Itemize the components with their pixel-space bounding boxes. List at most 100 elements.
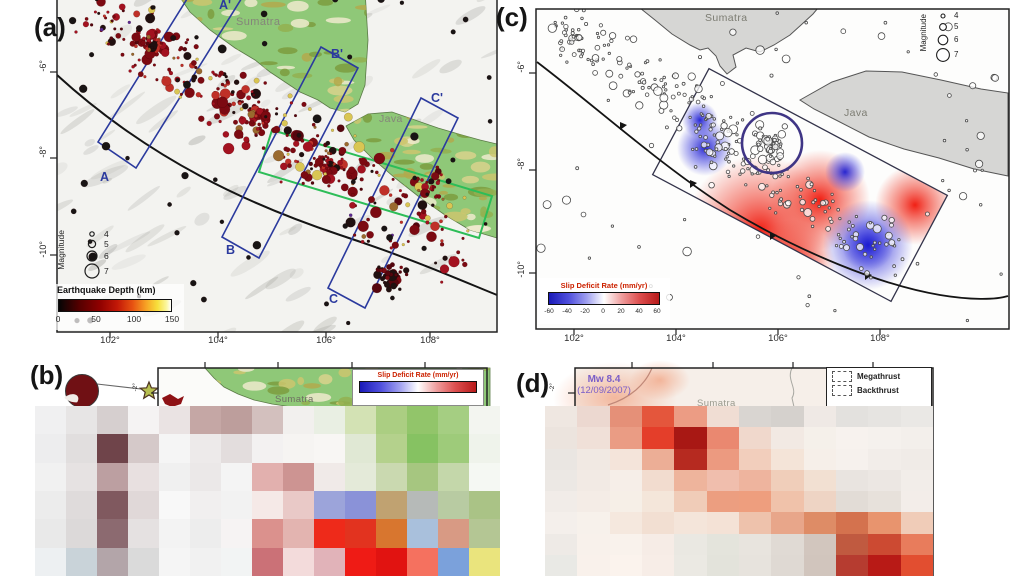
mosaic-cell [609, 448, 642, 470]
mosaic-cell [407, 547, 438, 576]
transect-label-A-prime: A' [219, 0, 231, 12]
panel-d-slip-shading-2 [630, 360, 690, 400]
mosaic-cell [706, 469, 739, 491]
megathrust-label: Megathrust [857, 372, 901, 381]
panel-a-xtick-102: 102° [100, 335, 120, 346]
mosaic-cell [438, 519, 469, 548]
panel-c-sdr-colorbar [548, 292, 660, 305]
mosaic-cell [674, 448, 707, 470]
magnitude-4-value: 4 [104, 229, 109, 239]
panel-d-label: (d) [516, 368, 550, 398]
mosaic-cell [190, 462, 221, 491]
mosaic-cell [835, 427, 869, 449]
panel-c-map [536, 9, 1009, 329]
mosaic-cell [190, 519, 221, 548]
mosaic-cell [159, 491, 190, 520]
panel-b-sdr-colorbar [359, 381, 477, 393]
mosaic-cell [577, 427, 610, 449]
mosaic-cell [97, 406, 128, 435]
mosaic-cell [545, 512, 578, 534]
panel-c-java-land [799, 70, 1009, 177]
panel-d-slip-contour [607, 367, 653, 406]
magnitude-5-icon [87, 239, 97, 249]
legend-row-megathrust: Megathrust [832, 371, 926, 382]
panel-a-transect-box-A [96, 0, 242, 170]
mosaic-cell [283, 519, 314, 548]
mosaic-cell [314, 406, 345, 435]
mosaic-cell [835, 406, 869, 428]
mosaic-cell [609, 533, 642, 555]
mosaic-cell [545, 491, 578, 513]
panel-c-xtick-102: 102° [564, 333, 584, 344]
panel-a-label: (a) [34, 12, 66, 42]
panel-a-magnitude-legend-title: Magnitude [56, 230, 66, 270]
mosaic-cell [641, 469, 675, 491]
mosaic-cell [674, 512, 707, 534]
mosaic-cell [128, 406, 159, 435]
legend-row-backthrust: Backthrust [832, 385, 926, 396]
mosaic-cell [771, 554, 804, 576]
mosaic-cell [803, 491, 836, 513]
mosaic-cell [545, 469, 578, 491]
mosaic-cell [345, 406, 376, 435]
mosaic-cell [900, 469, 933, 491]
magnitude-4-icon [940, 13, 946, 19]
mosaic-cell [283, 547, 314, 576]
sdr-tick-0: 0 [601, 308, 605, 315]
mosaic-cell [738, 427, 772, 449]
mosaic-cell [35, 434, 66, 463]
mosaic-cell [97, 547, 128, 576]
mosaic-cell [835, 554, 869, 576]
mosaic-cell [835, 491, 869, 513]
mosaic-cell [97, 491, 128, 520]
mosaic-cell [868, 491, 901, 513]
mosaic-cell [252, 462, 283, 491]
panel-b-axis-ticks [151, 362, 426, 394]
panel-d-pixelated-mosaic [545, 406, 933, 576]
mosaic-cell [345, 434, 376, 463]
mosaic-cell [469, 406, 500, 435]
mosaic-cell [900, 448, 933, 470]
mosaic-cell [738, 533, 772, 555]
mosaic-cell [376, 462, 407, 491]
mosaic-cell [738, 554, 772, 576]
magnitude-6-value: 6 [954, 35, 959, 44]
backthrust-label: Backthrust [857, 386, 899, 395]
mosaic-cell [674, 533, 707, 555]
panel-d-event-annotation: Mw 8.4 (12/09/2007) [556, 374, 652, 396]
magnitude-4-icon [89, 231, 95, 237]
mosaic-cell [407, 519, 438, 548]
mosaic-cell [159, 519, 190, 548]
mosaic-cell [283, 462, 314, 491]
mosaic-cell [345, 462, 376, 491]
mosaic-cell [314, 491, 345, 520]
panel-c-trench-line [536, 61, 1009, 300]
panel-a-transect-box-C [326, 96, 460, 310]
mosaic-cell [577, 469, 610, 491]
mosaic-cell [97, 519, 128, 548]
mosaic-cell [252, 434, 283, 463]
mosaic-cell [771, 512, 804, 534]
panel-b-ytick: -2° [132, 383, 139, 392]
event-date: (12/09/2007) [577, 384, 631, 396]
panel-a-frame [56, 0, 498, 333]
panel-a-axis-ticks [50, 71, 431, 338]
magnitude-5-value: 5 [104, 239, 109, 249]
mosaic-cell [738, 406, 772, 428]
panel-d-sumatra-label: Sumatra [697, 398, 736, 409]
mosaic-cell [159, 434, 190, 463]
mosaic-cell [609, 469, 642, 491]
mosaic-cell [345, 491, 376, 520]
mosaic-cell [706, 491, 739, 513]
panel-a-transect-box-B [220, 45, 360, 260]
mosaic-cell [469, 462, 500, 491]
mosaic-cell [345, 547, 376, 576]
mosaic-cell [97, 434, 128, 463]
mosaic-cell [221, 547, 252, 576]
sdr-tick--60: -60 [544, 308, 554, 315]
mosaic-cell [674, 406, 707, 428]
mosaic-cell [900, 427, 933, 449]
mosaic-cell [641, 491, 675, 513]
mosaic-cell [407, 434, 438, 463]
